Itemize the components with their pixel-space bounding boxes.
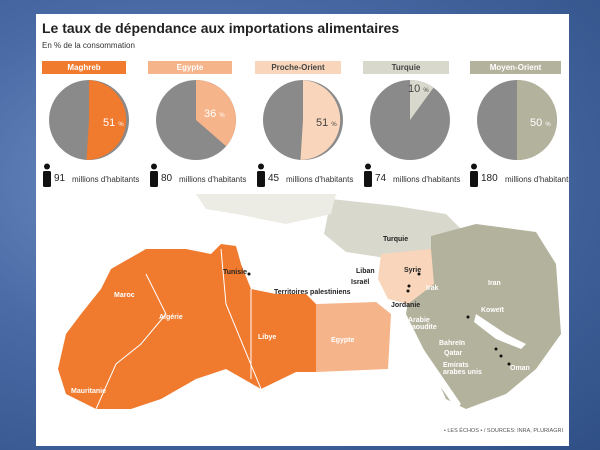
label-koweit: Koweït <box>481 307 504 314</box>
person-icon <box>364 163 372 187</box>
pie-moyen-orient <box>476 79 558 161</box>
map-shapes <box>58 194 561 410</box>
label-yemen: Yémen <box>461 412 484 419</box>
shape-egypte <box>316 302 391 372</box>
pct-turquie: 10 % <box>408 83 429 95</box>
population-unit: millions d'habitants <box>72 175 140 184</box>
shape-moyen-orient <box>406 224 561 409</box>
label-territoires: Territoires palestiniens <box>274 289 351 296</box>
person-icon <box>257 163 265 187</box>
shape-europe <box>196 194 336 224</box>
population-value: 180 <box>481 173 498 184</box>
label-emirats: Emirats arabes unis <box>443 362 482 376</box>
population-value: 80 <box>161 173 173 184</box>
person-icon <box>470 163 478 187</box>
pct-maghreb: 51 % <box>103 117 124 129</box>
population-unit: millions d'habitants <box>286 175 354 184</box>
population-unit: millions d'habitants <box>393 175 461 184</box>
person-icon <box>150 163 158 187</box>
population-unit: millions d'habitants <box>505 175 569 184</box>
badge-egypte: Egypte <box>148 61 232 74</box>
region-map: Turquie Liban Israël Territoires palesti… <box>36 194 569 436</box>
label-irak: Irak <box>426 285 439 292</box>
label-algerie: Algérie <box>159 314 183 321</box>
label-arabie: Arabie saoudite <box>408 317 437 331</box>
infographic-title: Le taux de dépendance aux importations a… <box>42 20 400 36</box>
population-value: 74 <box>375 173 387 184</box>
infographic-panel: Le taux de dépendance aux importations a… <box>36 14 569 446</box>
pie-egypte <box>155 79 237 161</box>
pie-turquie <box>369 79 451 161</box>
label-israel: Israël <box>351 279 370 286</box>
label-liban: Liban <box>356 268 375 275</box>
pct-egypte: 36 % <box>204 108 225 120</box>
pie-maghreb <box>48 79 130 161</box>
shape-turquie <box>324 199 466 258</box>
source-credit: • LES ÉCHOS • / SOURCES: INRA, PLURIAGRI <box>443 428 563 434</box>
label-oman: Oman <box>510 365 530 372</box>
label-syrie: Syrie <box>404 267 422 274</box>
label-iran: Iran <box>488 280 501 287</box>
infographic-subtitle: En % de la consommation <box>42 41 135 50</box>
badge-turquie: Turquie <box>363 61 449 74</box>
population-unit: millions d'habitants <box>179 175 247 184</box>
label-bahrein: Bahreïn <box>439 340 466 347</box>
badge-moyen-orient: Moyen-Orient <box>470 61 561 74</box>
pie-proche-orient <box>262 79 344 161</box>
label-qatar: Qatar <box>444 350 463 357</box>
badge-proche-orient: Proche-Orient <box>255 61 341 74</box>
pct-proche-orient: 51 % <box>316 117 337 129</box>
person-icon <box>43 163 51 187</box>
shape-proche-orient <box>378 249 434 304</box>
label-turquie: Turquie <box>383 236 409 243</box>
label-egypte: Egypte <box>331 337 355 344</box>
shape-maghreb <box>58 244 316 409</box>
pct-moyen-orient: 50 % <box>530 117 551 129</box>
label-tunisie: Tunisie <box>223 269 247 276</box>
label-jordanie: Jordanie <box>391 302 421 309</box>
badge-maghreb: Maghreb <box>42 61 126 74</box>
label-mauritanie: Mauritanie <box>71 388 107 395</box>
label-libye: Libye <box>258 334 277 341</box>
label-maroc: Maroc <box>114 292 135 299</box>
population-value: 45 <box>268 173 280 184</box>
population-value: 91 <box>54 173 66 184</box>
